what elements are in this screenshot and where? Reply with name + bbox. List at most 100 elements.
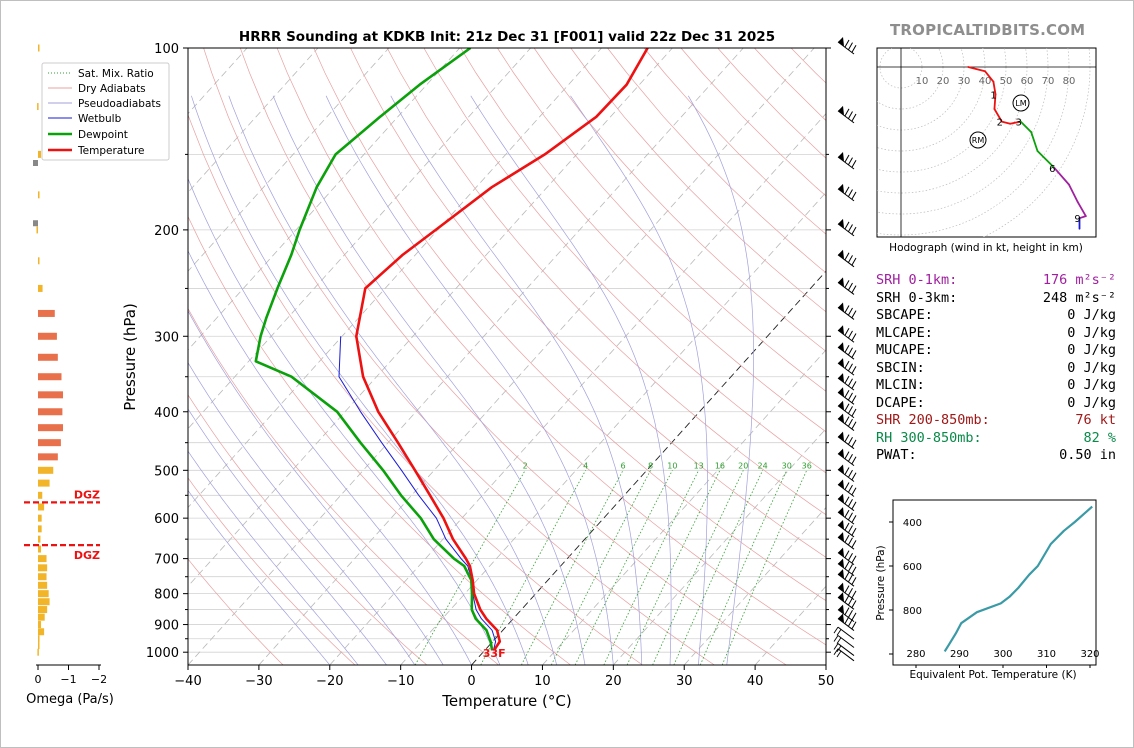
wind-barb: [837, 464, 857, 482]
barb-flag: [851, 456, 857, 465]
isotherm-line: [400, 191, 826, 665]
barb-flag: [848, 587, 853, 596]
omega-bar: [38, 408, 63, 416]
isotherm-line: [258, 48, 815, 665]
hodograph-ring-label: 30: [958, 76, 971, 87]
barb-flag: [851, 600, 857, 608]
barb-shaft: [837, 587, 855, 601]
legend-temperature: Temperature: [77, 145, 145, 157]
barb-flag: [844, 496, 850, 504]
omega-bar: [38, 479, 50, 487]
barb-flag: [836, 650, 842, 658]
index-value: 248 m²s⁻²: [1042, 289, 1116, 306]
barb-pennant: [838, 105, 844, 115]
mixing-ratio-label: 24: [758, 461, 768, 470]
dewpoint-profile: [254, 48, 494, 651]
hodograph-segment: [1076, 200, 1087, 218]
wind-barb: [837, 431, 857, 450]
y-axis-label: Pressure (hPa): [121, 303, 139, 411]
pseudoadiabat: [687, 95, 754, 665]
barb-pennant: [838, 592, 844, 602]
barb-flag: [848, 574, 853, 583]
isotherm-line: [188, 48, 673, 587]
x-axis-label: Temperature (°C): [441, 692, 571, 710]
barb-flag: [833, 626, 839, 634]
barb-flag: [844, 280, 850, 288]
barb-flag: [851, 285, 857, 293]
index-row: MLCAPE: 0 J/kg: [876, 325, 1116, 343]
mixing-ratio-line: [603, 470, 700, 665]
legend-dry: Dry Adiabats: [78, 83, 146, 95]
x-tick-label: 0: [467, 674, 475, 689]
barb-flag: [851, 501, 857, 510]
dry-adiabat: [570, 48, 826, 313]
barb-flag: [848, 157, 853, 165]
hodograph-ring-label: 60: [1021, 76, 1034, 87]
mixing-ratio-label: 16: [715, 461, 725, 470]
freezing-isotherm: [471, 270, 826, 665]
barb-flag: [848, 618, 853, 627]
index-label: SRH 0-1km:: [876, 272, 958, 288]
barb-flag: [844, 375, 850, 384]
dry-adiabat: [188, 215, 571, 665]
barb-pennant: [838, 400, 844, 410]
barb-flag: [848, 255, 853, 263]
barb-shaft: [837, 596, 855, 610]
barb-shaft: [837, 436, 855, 450]
omega-bar: [38, 573, 47, 581]
omega-bar: [38, 628, 45, 636]
omega-bar: [38, 535, 41, 543]
barb-flag: [848, 224, 853, 232]
index-row: PWAT: 0.50 in: [876, 447, 1116, 465]
barb-shaft: [837, 511, 855, 525]
barb-flag: [836, 629, 842, 636]
barb-flag: [848, 111, 853, 119]
barb-flag: [851, 350, 857, 358]
index-row: SBCIN: 0 J/kg: [876, 360, 1116, 378]
isotherm-line: [0, 48, 34, 665]
barb-flag: [851, 44, 857, 53]
barb-flag: [851, 395, 857, 403]
barb-flag: [851, 555, 857, 564]
barb-flag: [848, 330, 853, 339]
wind-barb: [837, 249, 857, 268]
y-tick-label: 300: [154, 330, 179, 345]
y-tick-label: 100: [154, 42, 179, 57]
omega-bar: [38, 391, 64, 399]
hodograph-segment: [1009, 120, 1022, 125]
barb-shaft: [837, 524, 855, 538]
hodograph-frame: [876, 47, 1097, 238]
index-value: 0 J/kg: [1067, 324, 1116, 341]
pseudoadiabat: [188, 489, 331, 665]
omega-bar: [38, 545, 42, 553]
barb-shaft: [837, 618, 855, 631]
y-tick-label: 200: [154, 224, 179, 239]
isotherm-line: [188, 48, 744, 665]
omega-bar: [38, 613, 45, 621]
barb-pennant: [838, 464, 844, 474]
barb-flag: [836, 637, 842, 644]
wind-barb: [837, 342, 857, 360]
barb-pennant: [838, 342, 844, 352]
index-value: 0 J/kg: [1067, 377, 1116, 393]
isotherm-line: [613, 428, 826, 665]
wind-barb: [837, 183, 857, 202]
barb-shaft: [837, 223, 855, 237]
barb-shaft: [837, 418, 855, 431]
omega-bar: [38, 44, 40, 52]
y-tick-label: 900: [154, 619, 179, 634]
index-row: SHR 200-850mb: 76 kt: [876, 412, 1116, 430]
isotherm-line: [683, 506, 826, 665]
dry-adiabat: [350, 48, 826, 558]
wind-barb: [837, 277, 857, 295]
barb-flag: [851, 191, 857, 200]
omega-bar: [38, 453, 58, 461]
omega-bar: [38, 635, 40, 643]
pseudoadiabat: [390, 95, 643, 665]
dry-adiabat: [188, 394, 428, 665]
hodograph-segment: [993, 108, 1003, 123]
omega-bar: [38, 353, 58, 361]
omega-bar: [38, 332, 57, 340]
barb-shaft: [837, 41, 855, 55]
mixing-ratio-line: [574, 470, 673, 665]
